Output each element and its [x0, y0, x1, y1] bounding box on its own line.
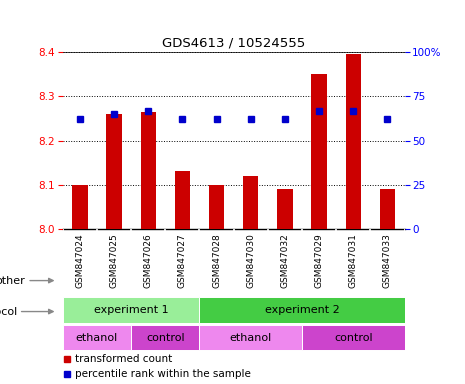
Text: GSM847029: GSM847029 [315, 233, 324, 288]
Bar [345, 55, 361, 229]
Bar [199, 325, 302, 350]
Text: percentile rank within the sample: percentile rank within the sample [75, 369, 251, 379]
Text: GSM847024: GSM847024 [75, 233, 84, 288]
Text: protocol: protocol [0, 306, 17, 316]
Bar [277, 189, 292, 229]
Bar [131, 325, 199, 350]
Bar [199, 297, 405, 323]
Bar [209, 185, 224, 229]
Bar [243, 176, 259, 229]
Text: experiment 1: experiment 1 [94, 305, 168, 315]
Text: ethanol: ethanol [76, 333, 118, 343]
Text: ethanol: ethanol [230, 333, 272, 343]
Text: GSM847025: GSM847025 [110, 233, 119, 288]
Text: GSM847030: GSM847030 [246, 233, 255, 288]
Text: GSM847032: GSM847032 [280, 233, 289, 288]
Text: experiment 2: experiment 2 [265, 305, 339, 315]
Text: control: control [334, 333, 372, 343]
Text: GSM847033: GSM847033 [383, 233, 392, 288]
Bar [380, 189, 395, 229]
Bar [72, 185, 87, 229]
Title: GDS4613 / 10524555: GDS4613 / 10524555 [162, 36, 306, 50]
Text: GSM847026: GSM847026 [144, 233, 153, 288]
Bar [63, 297, 199, 323]
Text: control: control [146, 333, 185, 343]
Text: GSM847028: GSM847028 [212, 233, 221, 288]
Bar [140, 112, 156, 229]
Bar [302, 325, 405, 350]
Bar [312, 74, 327, 229]
Text: transformed count: transformed count [75, 354, 172, 364]
Bar [63, 325, 131, 350]
Bar [175, 171, 190, 229]
Bar [106, 114, 122, 229]
Text: GSM847027: GSM847027 [178, 233, 187, 288]
Text: other: other [0, 276, 26, 286]
Text: GSM847031: GSM847031 [349, 233, 358, 288]
